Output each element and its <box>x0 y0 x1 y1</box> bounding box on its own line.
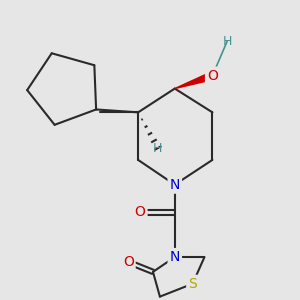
Text: O: O <box>123 255 134 269</box>
Text: N: N <box>169 178 180 192</box>
Text: O: O <box>135 206 146 219</box>
Text: O: O <box>207 69 218 83</box>
Text: S: S <box>188 277 197 291</box>
Text: N: N <box>169 250 180 264</box>
Polygon shape <box>175 72 214 88</box>
Text: H: H <box>153 142 163 154</box>
Text: H: H <box>223 34 232 47</box>
